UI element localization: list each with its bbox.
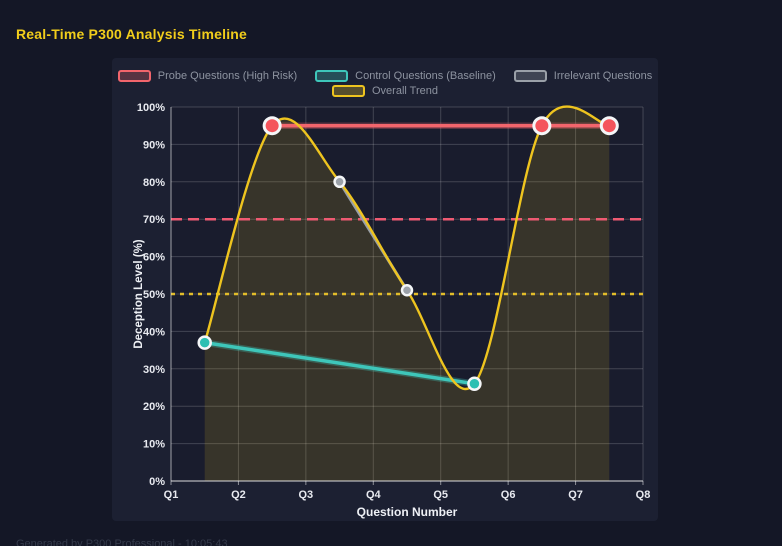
legend-item-2[interactable]: Irrelevant Questions — [513, 70, 653, 82]
y-tick-label: 30% — [143, 364, 165, 376]
data-point-series-0[interactable] — [532, 116, 552, 136]
legend-row-2: Overall Trend — [331, 85, 439, 97]
y-tick-label: 0% — [149, 476, 165, 488]
data-point-series-1[interactable] — [197, 335, 212, 350]
legend-item-1[interactable]: Control Questions (Baseline) — [315, 70, 496, 82]
legend-item-3[interactable]: Overall Trend — [331, 85, 439, 97]
data-point-series-2[interactable] — [333, 175, 346, 189]
legend-swatch-icon — [117, 70, 151, 82]
x-tick-label: Q4 — [366, 489, 382, 501]
x-tick-label: Q7 — [568, 489, 583, 501]
legend-swatch-icon — [513, 70, 547, 82]
series-line-1 — [202, 340, 477, 386]
legend-label: Control Questions (Baseline) — [355, 70, 496, 82]
data-point-series-1[interactable] — [467, 376, 482, 392]
legend-swatch-icon — [315, 70, 349, 82]
legend-swatch-icon — [331, 85, 365, 97]
footer-note: Generated by P300 Professional - 10:05:4… — [16, 538, 228, 546]
x-axis-title: Question Number — [356, 505, 458, 519]
y-tick-label: 90% — [143, 139, 165, 151]
x-tick-label: Q5 — [433, 489, 448, 501]
x-tick-label: Q6 — [501, 489, 516, 501]
legend-item-0[interactable]: Probe Questions (High Risk) — [117, 70, 298, 82]
y-tick-label: 50% — [143, 289, 165, 301]
legend-label: Overall Trend — [371, 85, 439, 97]
data-point-series-0[interactable] — [599, 116, 619, 136]
chart-legend: Probe Questions (High Risk) Control Quest… — [112, 70, 658, 97]
y-axis-title: Deception Level (%) — [133, 239, 145, 349]
x-tick-label: Q3 — [299, 489, 314, 501]
y-tick-label: 80% — [143, 177, 165, 189]
legend-row-1: Probe Questions (High Risk) Control Quest… — [117, 70, 653, 82]
x-tick-label: Q2 — [231, 489, 246, 501]
y-tick-label: 70% — [143, 214, 165, 226]
y-tick-label: 100% — [137, 102, 165, 114]
y-tick-label: 20% — [143, 401, 165, 413]
data-point-series-2[interactable] — [400, 284, 414, 297]
x-tick-label: Q8 — [636, 489, 651, 501]
legend-label: Irrelevant Questions — [553, 70, 653, 82]
y-tick-label: 40% — [143, 326, 165, 338]
y-tick-label: 10% — [143, 439, 165, 451]
data-point-series-0[interactable] — [262, 116, 282, 136]
x-tick-label: Q1 — [164, 489, 179, 501]
y-tick-label: 60% — [143, 252, 165, 264]
legend-label: Probe Questions (High Risk) — [157, 70, 298, 82]
page-title: Real-Time P300 Analysis Timeline — [16, 26, 248, 42]
